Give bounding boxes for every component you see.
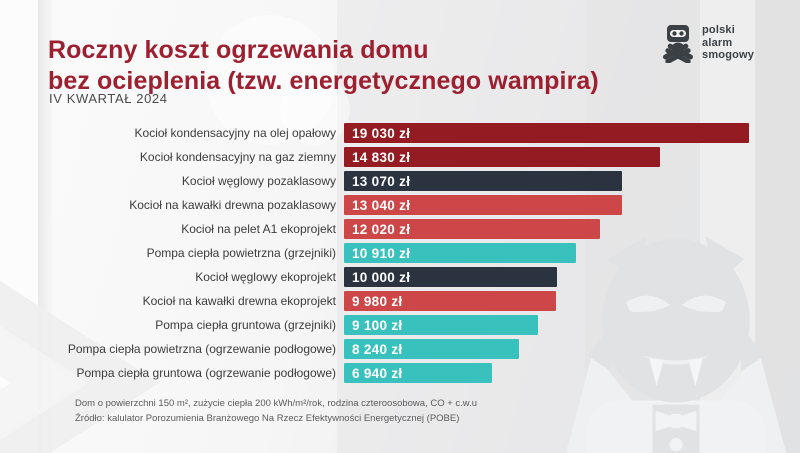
page-title: Roczny koszt ogrzewania domu bez ocieple… [48,35,599,97]
title-line-1: Roczny koszt ogrzewania domu [48,35,429,64]
category-label: Kocioł węglowy ekoprojekt [195,270,336,284]
chart-row: Pompa ciepła powietrzna (ogrzewanie podł… [0,337,800,361]
category-label: Kocioł na kawałki drewna pozaklasowy [129,198,336,212]
bar-chart: Kocioł kondensacyjny na olej opałowy 19 0… [0,121,800,385]
value-label: 6 940 zł [352,365,403,381]
value-label: 19 030 zł [352,125,411,141]
bar-rows: Kocioł kondensacyjny na olej opałowy 19 0… [0,121,800,385]
chart-row: Kocioł kondensacyjny na gaz ziemny 14 830… [0,145,800,169]
vampire-watermark-icon [565,236,787,453]
value-label: 10 000 zł [352,269,411,285]
background-chevron [0,280,159,453]
logo-word-smogowy: smogowy [702,49,755,62]
skull-house-crossbones-icon [662,25,694,63]
bar: 13 040 zł [344,195,622,215]
title-line-2: bez ocieplenia (tzw. energetycznego wamp… [48,66,599,95]
bar: 9 100 zł [344,315,538,335]
value-label: 14 830 zł [352,149,411,165]
category-label: Pompa ciepła gruntowa (grzejniki) [155,318,336,332]
value-label: 13 070 zł [352,173,411,189]
category-label: Kocioł kondensacyjny na olej opałowy [134,126,336,140]
category-label: Kocioł na kawałki drewna ekoprojekt [142,294,336,308]
category-label: Kocioł na pelet A1 ekoprojekt [181,222,336,236]
background-circle [205,15,335,145]
chart-row: Pompa ciepła gruntowa (grzejniki) 9 100 z… [0,313,800,337]
bar: 13 070 zł [344,171,623,191]
chart-row: Pompa ciepła gruntowa (ogrzewanie podłog… [0,361,800,385]
chart-row: Kocioł kondensacyjny na olej opałowy 19 0… [0,121,800,145]
footnote-assumptions: Dom o powierzchni 150 m², zużycie ciepła… [75,398,478,409]
chart-row: Kocioł węglowy pozaklasowy 13 070 zł [0,169,800,193]
category-label: Pompa ciepła powietrzna (ogrzewanie podł… [67,342,336,356]
bar: 6 940 zł [344,363,492,383]
footnote-source: Źródło: kalulator Porozumienia Branżoweg… [75,412,460,424]
logo-text: polski alarm smogowy [702,24,754,63]
bar: 9 980 zł [344,291,557,311]
bar: 12 020 zł [344,219,600,239]
category-label: Kocioł kondensacyjny na gaz ziemny [139,150,336,164]
value-label: 8 240 zł [352,341,403,357]
bar: 10 000 zł [344,267,557,287]
polski-alarm-smogowy-logo: polski alarm smogowy [661,23,754,63]
chart-row: Kocioł węglowy ekoprojekt 10 000 zł [0,265,800,289]
bar: 19 030 zł [344,123,749,143]
bar: 8 240 zł [344,339,520,359]
logo-word-polski: polski [702,23,735,36]
chart-row: Kocioł na kawałki drewna ekoprojekt 9 980… [0,289,800,313]
chart-row: Pompa ciepła powietrzna (grzejniki) 10 91… [0,241,800,265]
chart-row: Kocioł na pelet A1 ekoprojekt 12 020 zł [0,217,800,241]
background-circle [280,75,350,145]
value-label: 9 100 zł [352,317,403,333]
footnotes: Dom o powierzchni 150 m², zużycie ciepła… [75,397,477,426]
category-label: Kocioł węglowy pozaklasowy [181,174,336,188]
subtitle-quarter: IV KWARTAŁ 2024 [49,91,168,106]
value-label: 12 020 zł [352,221,411,237]
category-label: Pompa ciepła gruntowa (ogrzewanie podłog… [76,366,337,380]
value-label: 10 910 zł [352,245,411,261]
value-label: 13 040 zł [352,197,411,213]
bar: 10 910 zł [344,243,577,263]
chart-row: Kocioł na kawałki drewna pozaklasowy 13 0… [0,193,800,217]
bar: 14 830 zł [344,147,660,167]
logo-word-alarm: alarm [702,36,733,49]
value-label: 9 980 zł [352,293,403,309]
category-label: Pompa ciepła powietrzna (grzejniki) [146,246,336,260]
